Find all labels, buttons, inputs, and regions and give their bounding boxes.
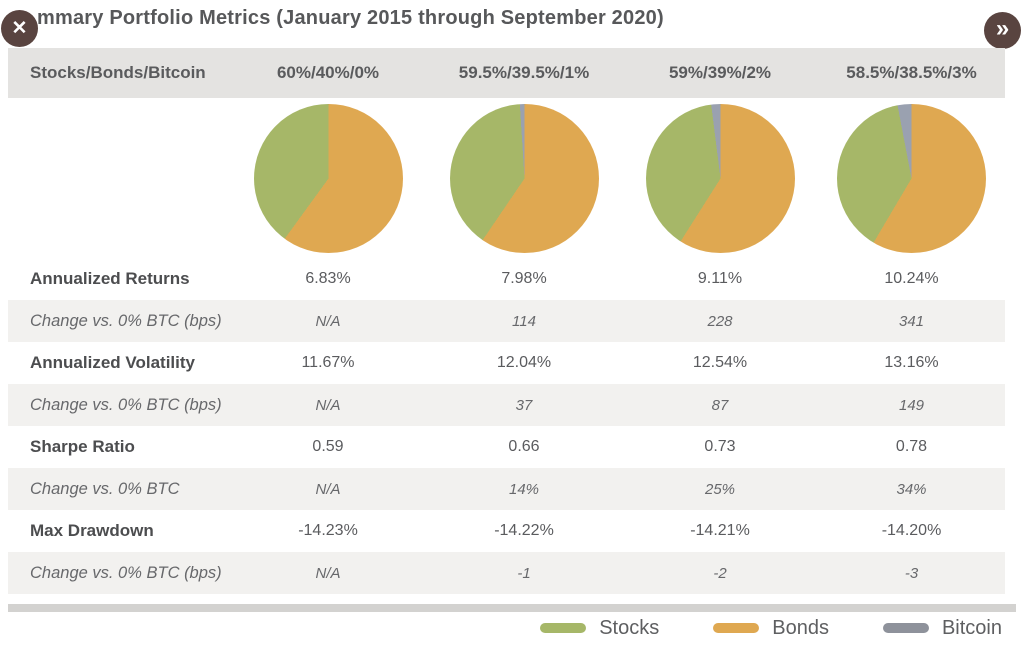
row-annualized-volatility: Annualized Volatility 11.67% 12.04% 12.5… <box>8 342 1005 384</box>
row-label: Annualized Volatility <box>30 353 195 372</box>
close-icon: ✕ <box>11 18 28 39</box>
row-label: Sharpe Ratio <box>30 437 135 456</box>
section-divider <box>8 604 1016 612</box>
allocation-column-3: 59%/39%/2% <box>668 63 772 82</box>
row-max-drawdown: Max Drawdown -14.23% -14.22% -14.21% -14… <box>8 510 1005 552</box>
row-value: 87 <box>711 396 729 414</box>
legend-label: Bonds <box>772 616 829 639</box>
row-label: Change vs. 0% BTC (bps) <box>30 311 222 330</box>
row-label: Max Drawdown <box>30 521 154 540</box>
row-value: 6.83% <box>305 270 351 287</box>
row-annualized-returns: Annualized Returns 6.83% 7.98% 9.11% 10.… <box>8 258 1005 300</box>
row-value: -14.20% <box>881 522 942 539</box>
row-value: 0.66 <box>508 438 540 455</box>
row-value: 12.54% <box>692 354 748 371</box>
row-change-volatility-bps: Change vs. 0% BTC (bps) N/A 37 87 149 <box>8 384 1005 426</box>
metrics-table: Annualized Returns 6.83% 7.98% 9.11% 10.… <box>8 258 1005 594</box>
row-value: 0.78 <box>895 438 928 455</box>
legend-item-bonds: Bonds <box>713 617 829 640</box>
pie-chart-59-39-2 <box>645 103 795 253</box>
row-value: -14.22% <box>494 522 554 539</box>
row-sharpe-ratio: Sharpe Ratio 0.59 0.66 0.73 0.78 <box>8 426 1005 468</box>
row-label: Change vs. 0% BTC <box>30 479 180 498</box>
pie-chart-59.5-39.5-1 <box>449 103 599 253</box>
row-value: 25% <box>704 480 736 498</box>
row-value: 11.67% <box>301 354 355 371</box>
legend-item-bitcoin: Bitcoin <box>882 616 1002 640</box>
row-value: 37 <box>515 396 533 414</box>
row-label: Change vs. 0% BTC (bps) <box>30 395 222 414</box>
allocation-column-4: 58.5%/38.5%/3% <box>846 63 977 82</box>
pie-chart-row <box>8 98 1005 258</box>
legend-label: Bitcoin <box>941 616 1002 639</box>
row-value: 0.59 <box>312 438 344 455</box>
allocation-column-2: 59.5%/39.5%/1% <box>458 63 590 82</box>
row-value: N/A <box>315 480 341 498</box>
row-value: -14.21% <box>690 522 750 539</box>
row-value: 13.16% <box>884 354 939 371</box>
row-value: 14% <box>508 480 540 498</box>
row-value: -14.23% <box>298 522 358 539</box>
row-value: N/A <box>315 564 341 582</box>
stocks-swatch-icon <box>540 623 587 633</box>
page-title: mmary Portfolio Metrics (January 2015 th… <box>37 7 664 29</box>
row-label: Change vs. 0% BTC (bps) <box>30 563 222 582</box>
row-change-returns-bps: Change vs. 0% BTC (bps) N/A 114 228 341 <box>8 300 1005 342</box>
legend-label: Stocks <box>599 616 660 639</box>
close-button[interactable]: ✕ <box>1 10 38 47</box>
row-value: N/A <box>315 312 341 330</box>
row-change-drawdown-bps: Change vs. 0% BTC (bps) N/A -1 -2 -3 <box>8 552 1005 594</box>
row-value: 9.11% <box>697 270 743 287</box>
allocation-header-label: Stocks/Bonds/Bitcoin <box>30 63 206 82</box>
row-value: 0.73 <box>704 438 736 455</box>
row-value: -1 <box>517 564 531 582</box>
row-value: -3 <box>904 564 919 582</box>
next-slide-button[interactable]: » <box>984 12 1021 49</box>
row-change-sharpe: Change vs. 0% BTC N/A 14% 25% 34% <box>8 468 1005 510</box>
row-value: 12.04% <box>496 354 552 371</box>
chart-legend: Stocks Bonds Bitcoin <box>540 614 1002 642</box>
row-value: 149 <box>898 396 925 414</box>
row-value: -2 <box>713 564 727 582</box>
row-value: N/A <box>315 396 341 414</box>
pie-chart-58.5-38.5-3 <box>837 103 986 253</box>
row-label: Annualized Returns <box>30 269 190 288</box>
bitcoin-swatch-icon <box>882 623 929 633</box>
row-value: 228 <box>707 312 733 330</box>
row-value: 10.24% <box>884 270 939 287</box>
row-value: 7.98% <box>501 270 547 287</box>
allocation-header-row: Stocks/Bonds/Bitcoin 60%/40%/0% 59.5%/39… <box>8 48 1005 98</box>
row-value: 34% <box>896 480 927 498</box>
allocation-column-1: 60%/40%/0% <box>276 63 380 82</box>
legend-item-stocks: Stocks <box>540 617 659 640</box>
pie-chart-60-40-0 <box>253 103 403 253</box>
row-value: 341 <box>898 312 925 330</box>
bonds-swatch-icon <box>713 623 760 633</box>
double-chevron-right-icon: » <box>995 15 1010 42</box>
row-value: 114 <box>512 312 536 330</box>
